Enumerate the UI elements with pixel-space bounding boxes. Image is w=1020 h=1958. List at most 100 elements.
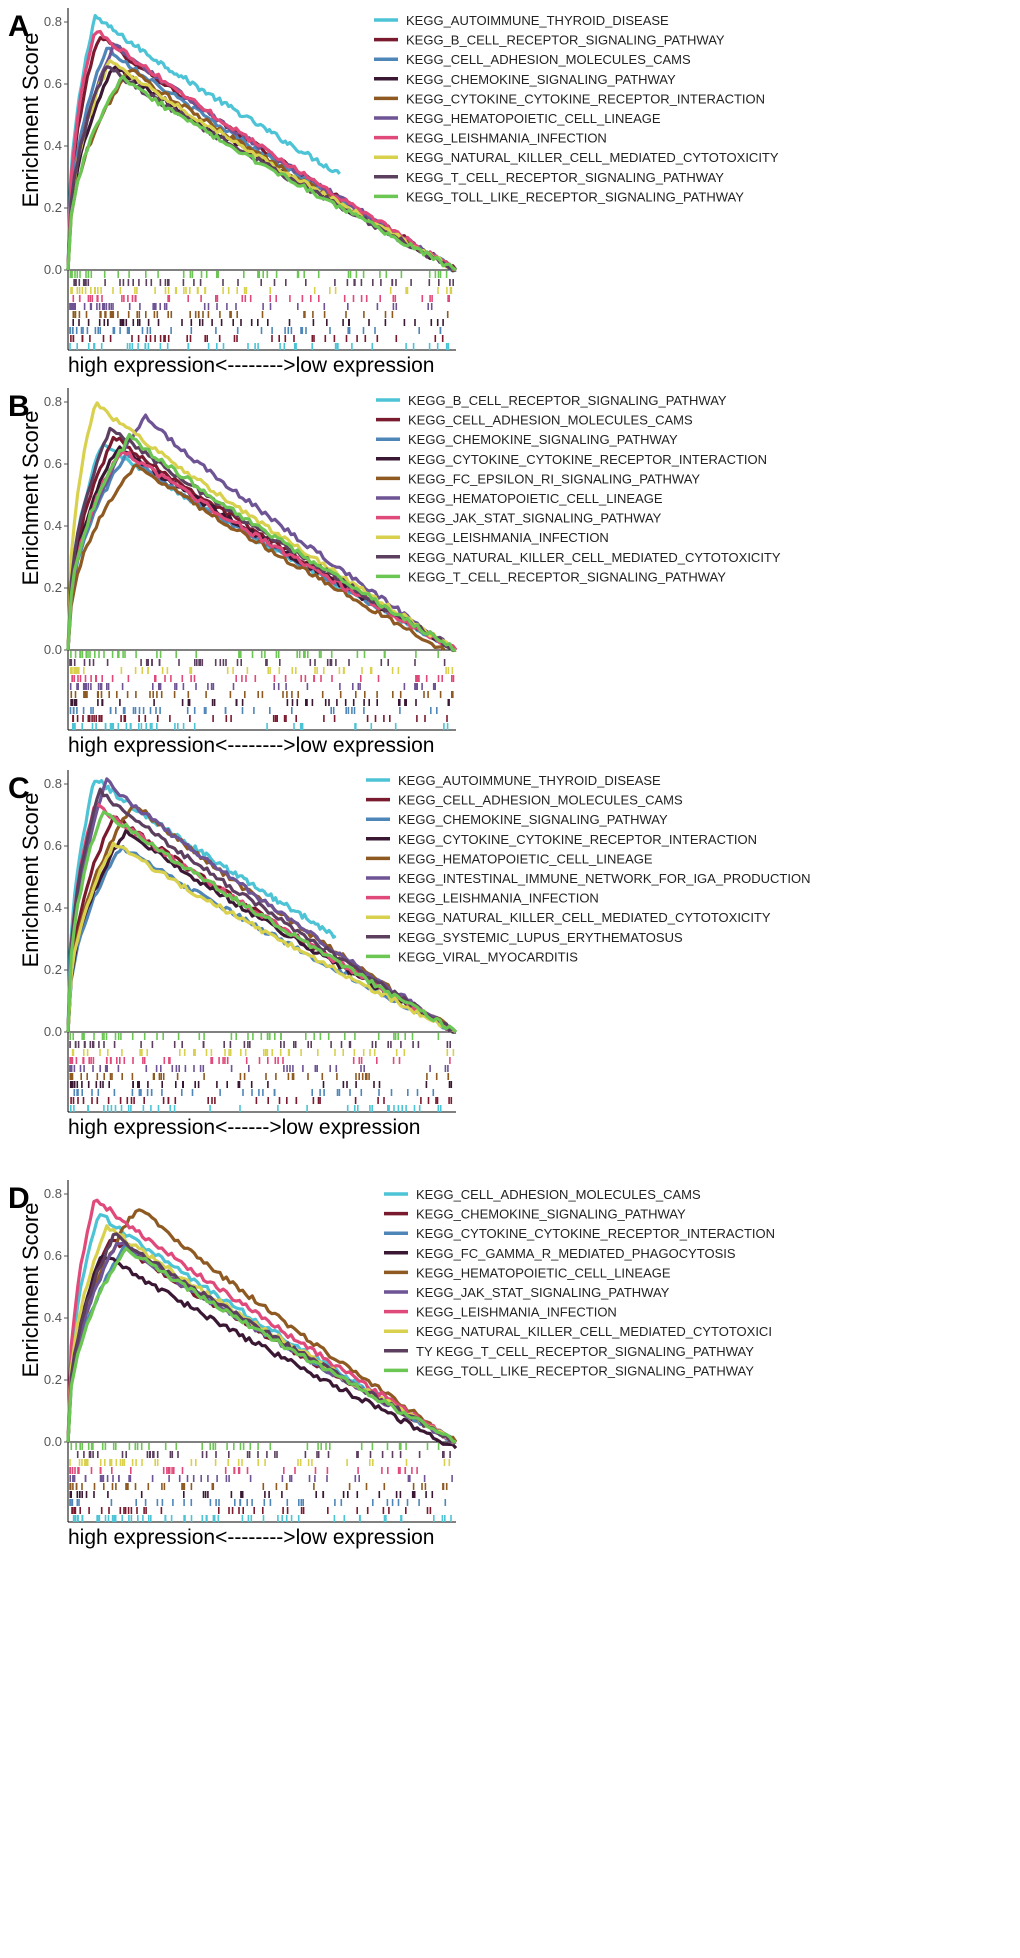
legend-entry: KEGG_T_CELL_RECEPTOR_SIGNALING_PATHWAY [408, 569, 726, 584]
y-tick-label: 0.8 [44, 14, 62, 29]
es-curve [66, 1208, 458, 1443]
legend-entry: KEGG_CHEMOKINE_SIGNALING_PATHWAY [398, 812, 668, 827]
es-curve [66, 1198, 457, 1444]
y-axis-label: Enrichment Score [18, 411, 43, 586]
y-tick-label: 0.0 [44, 1024, 62, 1039]
es-curve [66, 777, 457, 1034]
rug-row [69, 659, 446, 666]
rug-row [69, 683, 437, 690]
y-tick-label: 0.4 [44, 138, 62, 153]
rug-row [69, 707, 438, 714]
rug-row [70, 691, 454, 698]
es-curve [66, 810, 458, 1034]
rug-row [70, 1443, 440, 1450]
legend-entry: KEGG_CELL_ADHESION_MOLECULES_CAMS [416, 1187, 701, 1202]
rug-row [69, 271, 448, 278]
rug-row [72, 319, 444, 326]
es-curve [66, 1246, 457, 1444]
legend: KEGG_B_CELL_RECEPTOR_SIGNALING_PATHWAY KE… [376, 393, 781, 584]
legend-entry: KEGG_NATURAL_KILLER_CELL_MEDIATED_CYTOTO… [398, 910, 771, 925]
y-tick-label: 0.2 [44, 200, 62, 215]
es-curve [66, 432, 457, 652]
es-curve [66, 841, 457, 1034]
rug-row [69, 1081, 453, 1088]
rug-row [69, 343, 450, 350]
rug-row [70, 335, 444, 342]
legend-entry: KEGG_TOLL_LIKE_RECEPTOR_SIGNALING_PATHWA… [406, 189, 744, 204]
rug-row [69, 1459, 451, 1466]
y-tick-label: 0.4 [44, 1310, 62, 1325]
panel-letter: A [8, 10, 30, 43]
legend-entry: KEGG_NATURAL_KILLER_CELL_MEDIATED_CYTOTO… [408, 550, 781, 565]
rug-row [70, 287, 453, 294]
legend-entry: KEGG_SYSTEMIC_LUPUS_ERYTHEMATOSUS [398, 930, 683, 945]
y-tick-label: 0.0 [44, 642, 62, 657]
legend-entry: TY KEGG_T_CELL_RECEPTOR_SIGNALING_PATHWA… [416, 1344, 754, 1359]
legend-entry: KEGG_CELL_ADHESION_MOLECULES_CAMS [408, 413, 693, 428]
legend-entry: KEGG_CYTOKINE_CYTOKINE_RECEPTOR_INTERACT… [416, 1226, 775, 1241]
rug-row [72, 295, 451, 302]
y-tick-label: 0.8 [44, 1186, 62, 1201]
y-tick-label: 0.2 [44, 1372, 62, 1387]
legend-entry: KEGG_CYTOKINE_CYTOKINE_RECEPTOR_INTERACT… [398, 832, 757, 847]
es-curve [66, 779, 337, 1033]
rug-row [70, 699, 450, 706]
legend-entry: KEGG_JAK_STAT_SIGNALING_PATHWAY [416, 1285, 670, 1300]
legend-entry: KEGG_AUTOIMMUNE_THYROID_DISEASE [398, 773, 661, 788]
y-tick-label: 0.6 [44, 1248, 62, 1263]
legend: KEGG_CELL_ADHESION_MOLECULES_CAMS KEGG_CH… [384, 1187, 775, 1378]
panel-letter: C [8, 772, 30, 805]
legend-entry: KEGG_LEISHMANIA_INFECTION [406, 131, 607, 146]
rug-row [72, 311, 449, 318]
rug-row [70, 1097, 453, 1104]
rug-row [72, 1515, 452, 1522]
rug-row [69, 303, 433, 310]
x-axis-label: high expression<------>low expression [68, 1116, 420, 1139]
y-tick-label: 0.8 [44, 776, 62, 791]
y-tick-label: 0.6 [44, 838, 62, 853]
legend-entry: KEGG_T_CELL_RECEPTOR_SIGNALING_PATHWAY [406, 170, 724, 185]
y-tick-label: 0.0 [44, 1434, 62, 1449]
rug-row [76, 1451, 451, 1458]
legend-entry: KEGG_CELL_ADHESION_MOLECULES_CAMS [406, 52, 691, 67]
rug-row [69, 1483, 448, 1490]
rug-row [73, 1089, 435, 1096]
es-curve [66, 29, 457, 272]
legend: KEGG_AUTOIMMUNE_THYROID_DISEASE KEGG_CELL… [366, 773, 810, 964]
legend-entry: KEGG_LEISHMANIA_INFECTION [398, 891, 599, 906]
rug-row [70, 1105, 442, 1112]
y-axis-label: Enrichment Score [18, 793, 43, 968]
legend-entry: KEGG_JAK_STAT_SIGNALING_PATHWAY [408, 511, 662, 526]
legend-entry: KEGG_NATURAL_KILLER_CELL_MEDIATED_CYTOTO… [416, 1324, 772, 1339]
y-tick-label: 0.6 [44, 76, 62, 91]
legend-entry: KEGG_LEISHMANIA_INFECTION [408, 530, 609, 545]
y-tick-label: 0.2 [44, 580, 62, 595]
legend-entry: KEGG_HEMATOPOIETIC_CELL_LINEAGE [416, 1265, 671, 1280]
rug-row [69, 1491, 434, 1498]
legend-entry: KEGG_NATURAL_KILLER_CELL_MEDIATED_CYTOTO… [406, 150, 779, 165]
rug-row [71, 675, 455, 682]
legend-entry: KEGG_CHEMOKINE_SIGNALING_PATHWAY [406, 72, 676, 87]
rug-row [72, 723, 449, 730]
legend-entry: KEGG_B_CELL_RECEPTOR_SIGNALING_PATHWAY [408, 393, 727, 408]
legend-entry: KEGG_B_CELL_RECEPTOR_SIGNALING_PATHWAY [406, 33, 725, 48]
y-tick-label: 0.0 [44, 262, 62, 277]
rug-row [72, 715, 448, 722]
legend-entry: KEGG_CELL_ADHESION_MOLECULES_CAMS [398, 793, 683, 808]
rug-row [70, 651, 440, 658]
legend-entry: KEGG_CYTOKINE_CYTOKINE_RECEPTOR_INTERACT… [408, 452, 767, 467]
legend-entry: KEGG_HEMATOPOIETIC_CELL_LINEAGE [398, 851, 653, 866]
legend-entry: KEGG_LEISHMANIA_INFECTION [416, 1305, 617, 1320]
x-axis-label: high expression<-------->low expression [68, 734, 434, 757]
x-axis-label: high expression<-------->low expression [68, 1526, 434, 1549]
rug-row [69, 1057, 451, 1064]
legend-entry: KEGG_HEMATOPOIETIC_CELL_LINEAGE [406, 111, 661, 126]
legend-entry: KEGG_VIRAL_MYOCARDITIS [398, 949, 578, 964]
legend-entry: KEGG_AUTOIMMUNE_THYROID_DISEASE [406, 13, 669, 28]
legend-entry: KEGG_CHEMOKINE_SIGNALING_PATHWAY [416, 1207, 686, 1222]
